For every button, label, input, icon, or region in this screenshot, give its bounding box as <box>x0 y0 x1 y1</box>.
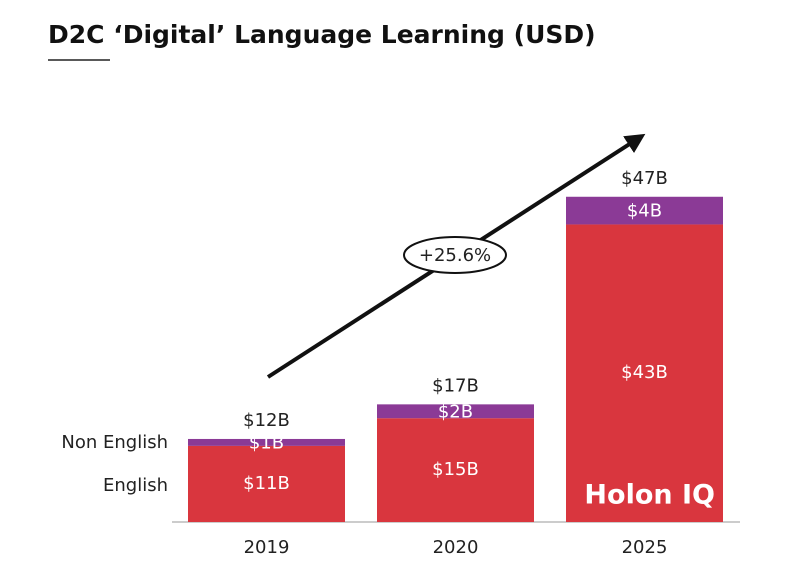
value-label: $11B <box>243 473 290 494</box>
watermark: Holon IQ <box>584 480 715 511</box>
annotation-ellipse <box>403 236 507 274</box>
legend-label: Non English <box>61 432 168 453</box>
value-label: $2B <box>438 401 473 422</box>
value-label: $15B <box>432 459 479 480</box>
value-label: $4B <box>627 201 662 222</box>
bar-segment <box>566 196 723 225</box>
total-label: $17B <box>432 375 479 396</box>
value-label: $1B <box>249 432 284 453</box>
x-tick-label: 2025 <box>622 537 668 558</box>
bar-segment <box>188 445 345 522</box>
legend-label: English <box>103 475 168 496</box>
bar-segment <box>377 418 534 522</box>
x-tick-label: 2019 <box>244 537 290 558</box>
total-label: $12B <box>243 410 290 431</box>
total-label: $47B <box>621 168 668 189</box>
chart-title: D2C ‘Digital’ Language Learning (USD) <box>48 20 596 49</box>
bar-segment <box>188 438 345 446</box>
value-label: $43B <box>621 362 668 383</box>
bar-segment <box>377 404 534 419</box>
x-tick-label: 2020 <box>433 537 479 558</box>
annotation: +25.6% <box>419 245 491 266</box>
bar-segment <box>566 224 723 522</box>
